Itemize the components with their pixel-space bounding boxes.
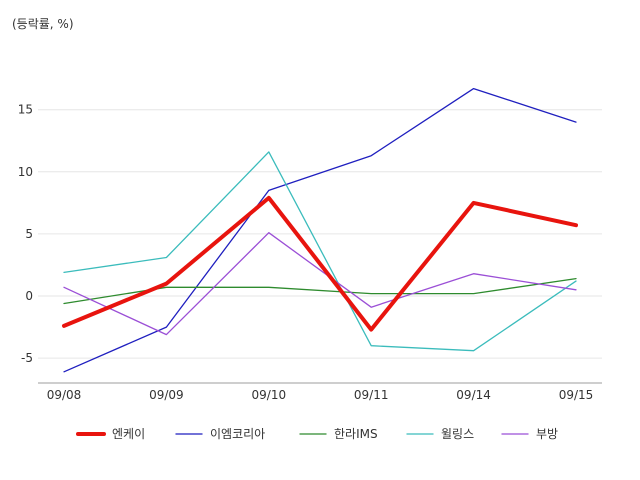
axes: -5 0 5 10 15 09/08 09/09 09/10 09/11 09/14 09/15 xyxy=(18,103,602,402)
legend-label: 부방 xyxy=(536,427,558,441)
legend-item: 이엠코리아 xyxy=(175,427,265,441)
series-line-2 xyxy=(63,87,577,373)
x-tick-label: 09/09 xyxy=(149,388,184,402)
legend-item: 엔케이 xyxy=(76,427,145,441)
legend-item: 한라IMS xyxy=(299,427,378,441)
series-line-1 xyxy=(62,195,578,332)
legend-label: 윌링스 xyxy=(441,427,474,441)
x-tick-label: 09/15 xyxy=(559,388,594,402)
series-line-4 xyxy=(63,151,577,352)
y-tick-label: 15 xyxy=(18,103,33,117)
series-lines xyxy=(62,87,578,373)
legend-item: 윌링스 xyxy=(406,427,474,441)
x-tick-label: 09/14 xyxy=(456,388,491,402)
y-tick-label: 0 xyxy=(25,289,33,303)
legend-item: 부방 xyxy=(501,427,558,441)
x-tick-label: 09/11 xyxy=(354,388,389,402)
legend: 엔케이 이엠코리아 한라IMS 윌링스 부방 xyxy=(76,427,558,441)
legend-label: 이엠코리아 xyxy=(210,427,265,441)
legend-label: 엔케이 xyxy=(112,427,145,441)
y-tick-label: 5 xyxy=(25,227,33,241)
x-tick-label: 09/10 xyxy=(252,388,287,402)
unit-label: (등락률, %) xyxy=(12,17,74,31)
legend-label: 한라IMS xyxy=(334,427,378,441)
x-tick-label: 09/08 xyxy=(47,388,82,402)
series-line-5 xyxy=(63,232,577,336)
series-line-3 xyxy=(63,277,577,305)
y-tick-label: 10 xyxy=(18,165,33,179)
y-tick-label: -5 xyxy=(21,351,33,365)
